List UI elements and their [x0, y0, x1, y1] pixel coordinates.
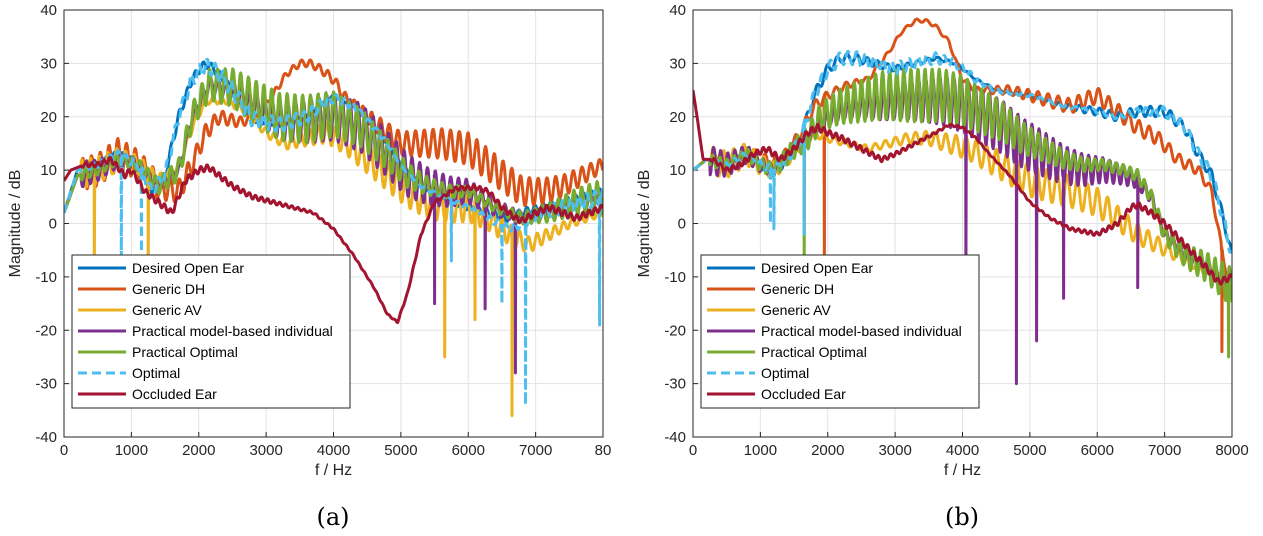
legend-label: Generic AV [761, 302, 831, 318]
legend-label: Desired Open Ear [761, 260, 873, 276]
y-tick-label: -20 [35, 322, 57, 339]
x-axis-label: f / Hz [315, 462, 352, 479]
series-line-optimal [64, 57, 603, 407]
y-tick-label: -10 [35, 269, 57, 286]
x-tick-label: 4000 [317, 442, 350, 459]
y-axis-label: Magnitude / dB [636, 170, 653, 278]
x-tick-label: 7000 [519, 442, 552, 459]
panel-caption: (a) [316, 503, 349, 531]
legend-label: Practical Optimal [132, 344, 238, 360]
y-tick-label: -20 [664, 322, 686, 339]
x-tick-label: 5000 [1013, 442, 1046, 459]
x-tick-label: 4000 [946, 442, 979, 459]
y-tick-label: 40 [669, 2, 686, 19]
y-tick-label: 10 [669, 162, 686, 179]
x-tick-label: 2000 [811, 442, 844, 459]
series-group [64, 57, 603, 418]
axes-box [692, 9, 1233, 438]
y-tick-label: 0 [49, 216, 57, 233]
legend-label: Optimal [132, 365, 180, 381]
x-axis-label: f / Hz [944, 462, 981, 479]
legend-label: Generic AV [132, 302, 202, 318]
legend-label: Occluded Ear [132, 386, 217, 402]
y-tick-label: -10 [664, 269, 686, 286]
x-tick-label: 6000 [452, 442, 485, 459]
series-group [693, 17, 1232, 386]
series-line-practical-optimal [693, 67, 1232, 359]
x-tick-label: 6000 [1081, 442, 1114, 459]
legend-label: Desired Open Ear [132, 260, 244, 276]
y-tick-label: 40 [40, 2, 57, 19]
y-tick-label: -40 [35, 429, 57, 446]
x-tick-label: 1000 [744, 442, 777, 459]
x-tick-label: 3000 [249, 442, 282, 459]
y-tick-label: 10 [40, 162, 57, 179]
y-tick-label: 0 [678, 216, 686, 233]
chart-panel-1: 0 1000 2000 3000 4000 5000 6000 7000 80 -40 -30 -20… [7, 2, 611, 479]
y-axis-label: Magnitude / dB [7, 170, 24, 278]
y-tick-label: 30 [669, 55, 686, 72]
legend-label: Optimal [761, 365, 809, 381]
legend-label: Practical model-based individual [132, 323, 333, 339]
x-tick-label: 0 [60, 442, 68, 459]
y-tick-label: 20 [669, 109, 686, 126]
y-tick-label: 20 [40, 109, 57, 126]
series-line-practical-optimal [64, 67, 603, 226]
y-tick-label: -40 [664, 429, 686, 446]
x-tick-label: 1000 [115, 442, 148, 459]
axes-box [63, 9, 604, 438]
y-tick-label: -30 [664, 376, 686, 393]
legend-label: Generic DH [132, 281, 205, 297]
legend-label: Generic DH [761, 281, 834, 297]
x-tick-label: 80 [595, 442, 612, 459]
y-tick-label: -30 [35, 376, 57, 393]
y-tick-label: 30 [40, 55, 57, 72]
legend-label: Occluded Ear [761, 386, 846, 402]
x-tick-label: 2000 [182, 442, 215, 459]
x-tick-label: 8000 [1215, 442, 1248, 459]
chart-panel-2: 0 1000 2000 3000 4000 5000 6000 7000 8000 -40 -30 -… [636, 2, 1249, 479]
x-tick-label: 3000 [878, 442, 911, 459]
series-line-generic-av [64, 95, 603, 418]
x-tick-label: 7000 [1148, 442, 1181, 459]
x-tick-label: 0 [689, 442, 697, 459]
series-line-optimal [693, 49, 1232, 254]
legend-label: Practical model-based individual [761, 323, 962, 339]
series-line-occluded-ear [693, 89, 1232, 286]
legend-label: Practical Optimal [761, 344, 867, 360]
panel-caption: (b) [945, 503, 979, 531]
x-tick-label: 5000 [384, 442, 417, 459]
series-line-occluded-ear [64, 155, 603, 325]
